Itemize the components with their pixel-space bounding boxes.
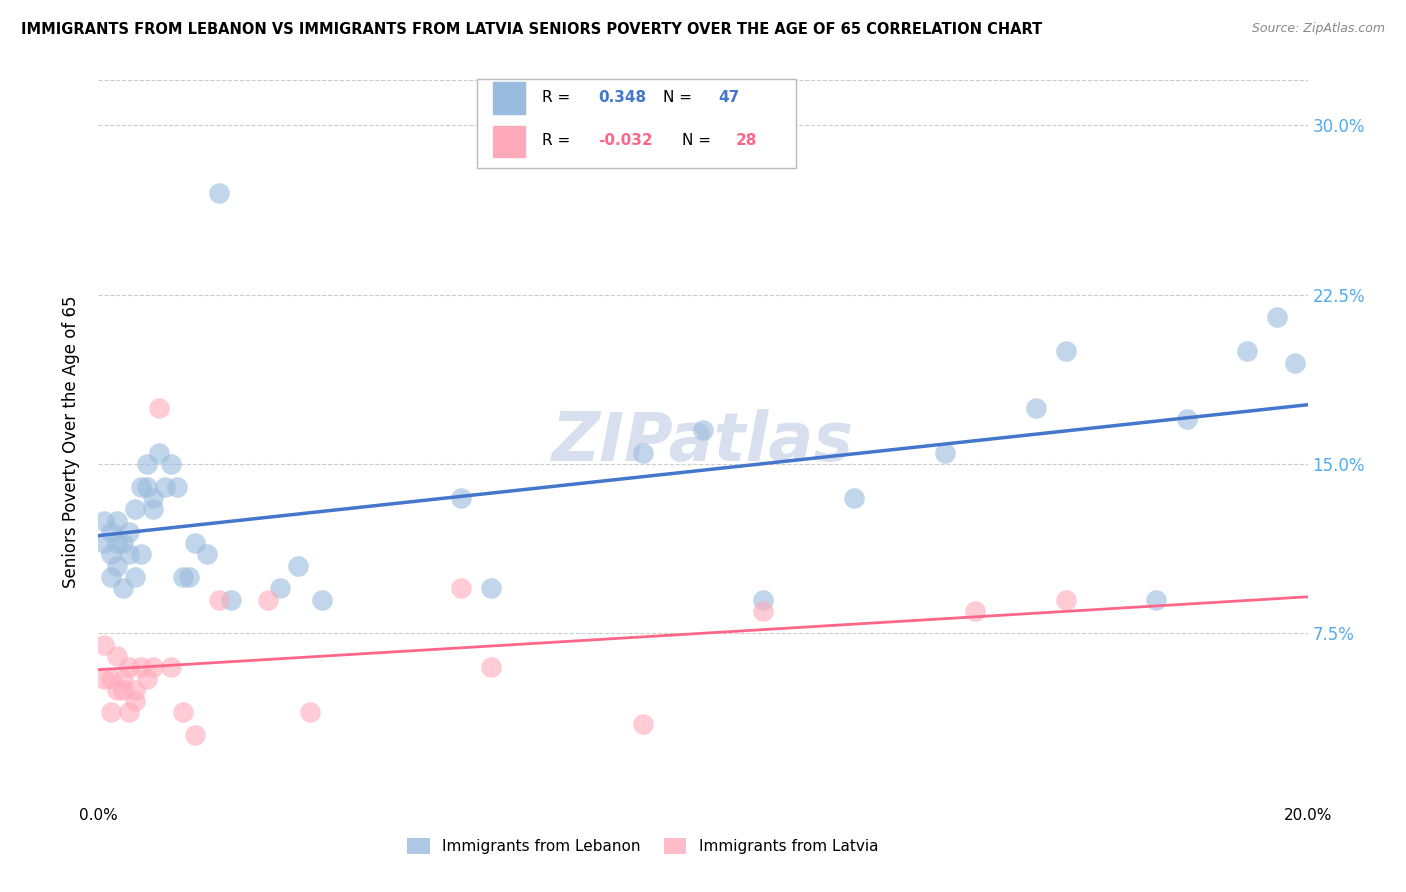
Point bbox=[105, 682, 128, 697]
Legend: Immigrants from Lebanon, Immigrants from Latvia: Immigrants from Lebanon, Immigrants from… bbox=[401, 832, 884, 860]
Point bbox=[142, 491, 165, 505]
Point bbox=[631, 446, 654, 460]
Point bbox=[481, 582, 503, 596]
Point bbox=[1024, 401, 1046, 415]
Point bbox=[100, 570, 122, 584]
Point bbox=[111, 672, 134, 686]
Point bbox=[124, 694, 146, 708]
Point bbox=[195, 548, 218, 562]
Point bbox=[142, 502, 165, 516]
Point bbox=[184, 536, 207, 550]
Point bbox=[692, 423, 714, 437]
Point bbox=[124, 570, 146, 584]
Point bbox=[1267, 310, 1289, 325]
Point bbox=[179, 570, 201, 584]
Text: N =: N = bbox=[682, 134, 716, 148]
Point bbox=[287, 558, 309, 573]
Point bbox=[111, 682, 134, 697]
Point bbox=[111, 582, 134, 596]
Point bbox=[208, 592, 231, 607]
Point bbox=[172, 706, 194, 720]
Point bbox=[311, 592, 333, 607]
Point bbox=[142, 660, 165, 674]
Point bbox=[100, 524, 122, 539]
Point bbox=[160, 457, 183, 471]
Point bbox=[221, 592, 243, 607]
Point bbox=[1054, 344, 1077, 359]
Point bbox=[172, 570, 194, 584]
Point bbox=[111, 536, 134, 550]
Point bbox=[752, 592, 775, 607]
Text: ZIPatlas: ZIPatlas bbox=[553, 409, 853, 475]
Point bbox=[93, 672, 115, 686]
Point bbox=[299, 706, 322, 720]
Text: IMMIGRANTS FROM LEBANON VS IMMIGRANTS FROM LATVIA SENIORS POVERTY OVER THE AGE O: IMMIGRANTS FROM LEBANON VS IMMIGRANTS FR… bbox=[21, 22, 1042, 37]
Point bbox=[450, 491, 472, 505]
Point bbox=[844, 491, 866, 505]
Point bbox=[124, 682, 146, 697]
Point bbox=[105, 536, 128, 550]
Point bbox=[208, 186, 231, 201]
Point bbox=[450, 582, 472, 596]
Point bbox=[481, 660, 503, 674]
Point bbox=[148, 401, 170, 415]
Point bbox=[1236, 344, 1258, 359]
Text: R =: R = bbox=[543, 90, 575, 105]
Point bbox=[129, 480, 152, 494]
Point bbox=[631, 716, 654, 731]
FancyBboxPatch shape bbox=[492, 126, 526, 157]
Point bbox=[1054, 592, 1077, 607]
Point bbox=[100, 706, 122, 720]
Text: R =: R = bbox=[543, 134, 575, 148]
Point bbox=[105, 514, 128, 528]
Point bbox=[256, 592, 278, 607]
Point bbox=[118, 706, 141, 720]
FancyBboxPatch shape bbox=[477, 78, 796, 169]
Point bbox=[160, 660, 183, 674]
Point bbox=[1175, 412, 1198, 426]
Point bbox=[934, 446, 956, 460]
Text: N =: N = bbox=[664, 90, 697, 105]
Text: 28: 28 bbox=[735, 134, 756, 148]
Point bbox=[1144, 592, 1167, 607]
Point bbox=[269, 582, 291, 596]
Point bbox=[118, 660, 141, 674]
Point bbox=[105, 648, 128, 663]
Text: Source: ZipAtlas.com: Source: ZipAtlas.com bbox=[1251, 22, 1385, 36]
Point bbox=[135, 457, 157, 471]
Point bbox=[129, 548, 152, 562]
Point bbox=[135, 480, 157, 494]
Point bbox=[153, 480, 176, 494]
Point bbox=[135, 672, 157, 686]
Point bbox=[100, 548, 122, 562]
Point bbox=[965, 604, 987, 618]
Point bbox=[93, 514, 115, 528]
Point bbox=[118, 524, 141, 539]
Y-axis label: Seniors Poverty Over the Age of 65: Seniors Poverty Over the Age of 65 bbox=[62, 295, 80, 588]
Point bbox=[752, 604, 775, 618]
Point bbox=[148, 446, 170, 460]
Point bbox=[93, 536, 115, 550]
Point bbox=[166, 480, 188, 494]
Point bbox=[1284, 355, 1306, 369]
Point bbox=[100, 672, 122, 686]
Point bbox=[124, 502, 146, 516]
Text: 47: 47 bbox=[718, 90, 740, 105]
Point bbox=[93, 638, 115, 652]
FancyBboxPatch shape bbox=[492, 82, 526, 114]
Point bbox=[105, 558, 128, 573]
Text: -0.032: -0.032 bbox=[598, 134, 652, 148]
Point bbox=[184, 728, 207, 742]
Point bbox=[118, 548, 141, 562]
Text: 0.348: 0.348 bbox=[598, 90, 645, 105]
Point bbox=[129, 660, 152, 674]
